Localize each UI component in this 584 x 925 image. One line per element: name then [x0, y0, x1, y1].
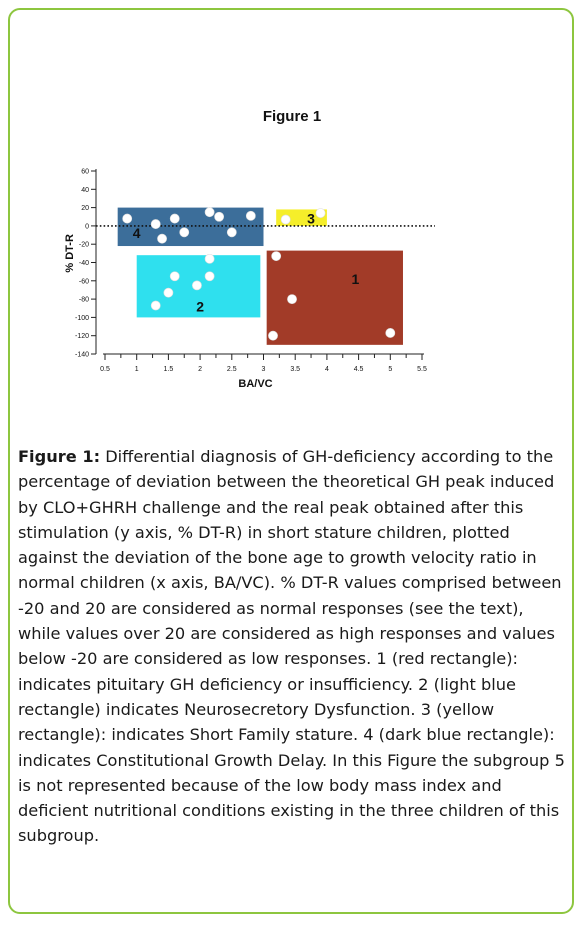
y-axis-label: % DT-R [64, 234, 76, 273]
x-tick-label: 1.5 [164, 366, 174, 373]
data-point [179, 227, 190, 238]
data-point [268, 330, 278, 341]
caption-text: Differential diagnosis of GH-deficiency … [18, 447, 565, 846]
caption-label: Figure 1: [18, 447, 101, 466]
data-point [226, 227, 237, 238]
data-point [122, 213, 133, 224]
figure-caption: Figure 1: Differential diagnosis of GH-d… [18, 444, 568, 849]
data-point [204, 271, 215, 282]
data-point [245, 210, 256, 221]
data-point [204, 253, 215, 264]
region-1-rect [266, 250, 403, 345]
y-tick-label: 0 [85, 223, 89, 230]
y-tick-label: 40 [81, 187, 89, 194]
data-point [385, 328, 396, 338]
x-tick-label: 4 [325, 366, 329, 373]
y-tick-label: -100 [75, 315, 89, 322]
region-label-3: 3 [307, 211, 315, 227]
x-tick-label: 5.5 [417, 366, 427, 373]
data-point [150, 300, 161, 311]
data-point [271, 251, 282, 261]
data-point [192, 280, 202, 291]
figure-title: Figure 1 [262, 108, 322, 125]
y-tick-label: -20 [79, 242, 89, 249]
x-tick-label: 0.5 [100, 366, 110, 373]
y-tick-label: -80 [79, 297, 89, 304]
x-tick-label: 2.5 [227, 366, 237, 373]
figure-frame [8, 8, 574, 914]
x-tick-label: 5 [388, 366, 392, 373]
y-tick-label: 60 [81, 169, 89, 176]
y-tick-label: -40 [79, 260, 89, 267]
region-label-4: 4 [133, 225, 141, 241]
scatter-chart: 4 3 2 1 60 40 20 0 -20 -40 -60 -80 -100 -120 -140 0.5 1 1… [64, 169, 435, 390]
y-tick-label: 20 [81, 205, 89, 212]
region-label-2: 2 [196, 298, 204, 314]
y-tick-label: -120 [75, 333, 89, 340]
data-point [169, 213, 180, 224]
data-point [169, 271, 180, 282]
y-tick-label: -140 [75, 352, 89, 359]
x-tick-label: 2 [198, 366, 202, 373]
data-point [150, 219, 161, 229]
x-tick-label: 3 [262, 366, 266, 373]
region-label-1: 1 [352, 271, 360, 287]
data-point [163, 287, 174, 298]
region-4-rect [117, 207, 264, 247]
data-point [157, 233, 167, 244]
data-point [287, 294, 297, 304]
data-point [280, 214, 291, 225]
data-point [315, 208, 326, 218]
y-tick-label: -60 [79, 278, 89, 285]
data-point [204, 207, 215, 218]
x-tick-label: 3.5 [290, 366, 300, 373]
x-tick-label: 4.5 [354, 366, 364, 373]
data-point [214, 211, 225, 222]
x-axis-label: BA/VC [238, 378, 272, 390]
x-tick-label: 1 [135, 366, 139, 373]
